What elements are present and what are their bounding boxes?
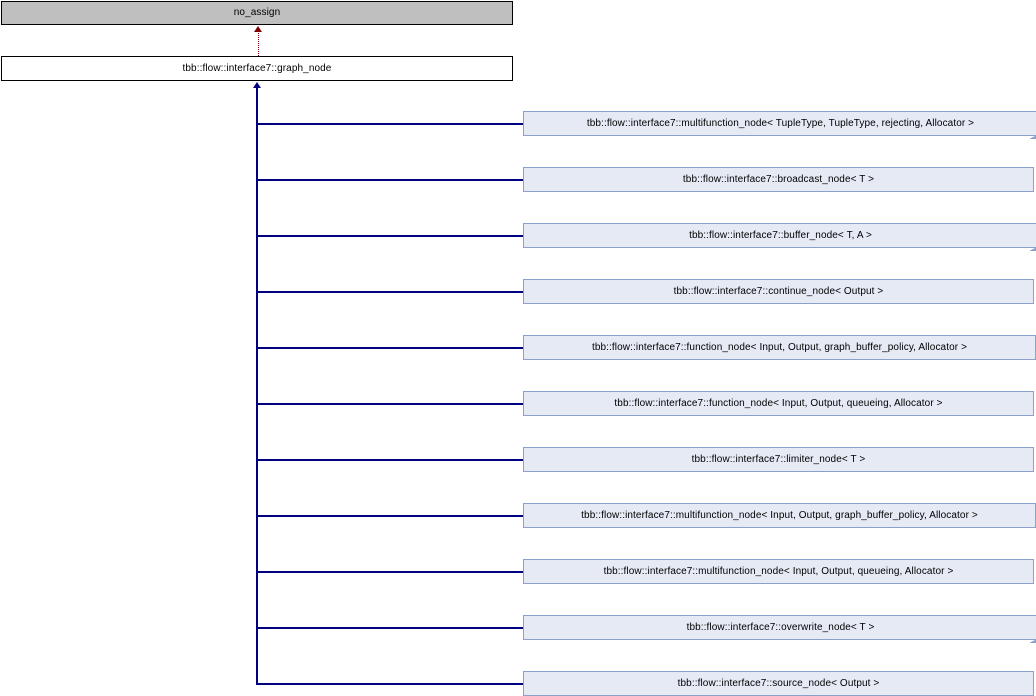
tree-trunk-line: [256, 88, 258, 684]
branch-line: [256, 179, 523, 181]
arrowhead-up-icon: [253, 82, 261, 88]
class-box-derived[interactable]: tbb::flow::interface7::multifunction_nod…: [523, 559, 1034, 584]
class-box-no-assign[interactable]: no_assign: [1, 1, 513, 25]
class-box-derived[interactable]: tbb::flow::interface7::multifunction_nod…: [523, 503, 1036, 528]
class-box-derived[interactable]: tbb::flow::interface7::function_node< In…: [523, 335, 1036, 360]
class-box-derived[interactable]: tbb::flow::interface7::source_node< Outp…: [523, 671, 1034, 696]
branch-line: [256, 571, 523, 573]
class-label: tbb::flow::interface7::broadcast_node< T…: [682, 173, 875, 185]
class-box-derived[interactable]: tbb::flow::interface7::function_node< In…: [523, 391, 1034, 416]
class-label: tbb::flow::interface7::source_node< Outp…: [677, 677, 880, 689]
class-box-derived[interactable]: tbb::flow::interface7::buffer_node< T, A…: [523, 223, 1036, 251]
class-box-graph-node[interactable]: tbb::flow::interface7::graph_node: [1, 56, 513, 81]
branch-line: [256, 683, 523, 685]
class-label: tbb::flow::interface7::limiter_node< T >: [691, 453, 866, 465]
class-label: tbb::flow::interface7::multifunction_nod…: [581, 509, 978, 521]
class-label: tbb::flow::interface7::multifunction_nod…: [603, 565, 954, 577]
class-label: tbb::flow::interface7::multifunction_nod…: [586, 117, 975, 129]
class-label: tbb::flow::interface7::function_node< In…: [591, 341, 968, 353]
class-box-derived[interactable]: tbb::flow::interface7::overwrite_node< T…: [523, 615, 1036, 643]
class-label: tbb::flow::interface7::continue_node< Ou…: [673, 285, 884, 297]
branch-line: [256, 347, 523, 349]
branch-line: [256, 235, 523, 237]
class-box-derived[interactable]: tbb::flow::interface7::limiter_node< T >: [523, 447, 1034, 472]
class-label: no_assign: [233, 7, 281, 18]
branch-line: [256, 291, 523, 293]
class-label: tbb::flow::interface7::graph_node: [182, 62, 332, 74]
class-label: tbb::flow::interface7::function_node< In…: [614, 397, 943, 409]
branch-line: [256, 627, 523, 629]
class-box-derived[interactable]: tbb::flow::interface7::broadcast_node< T…: [523, 167, 1034, 192]
class-label: tbb::flow::interface7::overwrite_node< T…: [686, 621, 875, 633]
branch-line: [256, 459, 523, 461]
branch-line: [256, 515, 523, 517]
branch-line: [256, 123, 523, 125]
class-box-derived[interactable]: tbb::flow::interface7::multifunction_nod…: [523, 111, 1036, 139]
class-label: tbb::flow::interface7::buffer_node< T, A…: [689, 229, 872, 241]
inheritance-edge-nonpublic: [258, 33, 259, 56]
arrowhead-up-icon: [254, 26, 262, 32]
branch-line: [256, 403, 523, 405]
class-box-derived[interactable]: tbb::flow::interface7::continue_node< Ou…: [523, 279, 1034, 304]
